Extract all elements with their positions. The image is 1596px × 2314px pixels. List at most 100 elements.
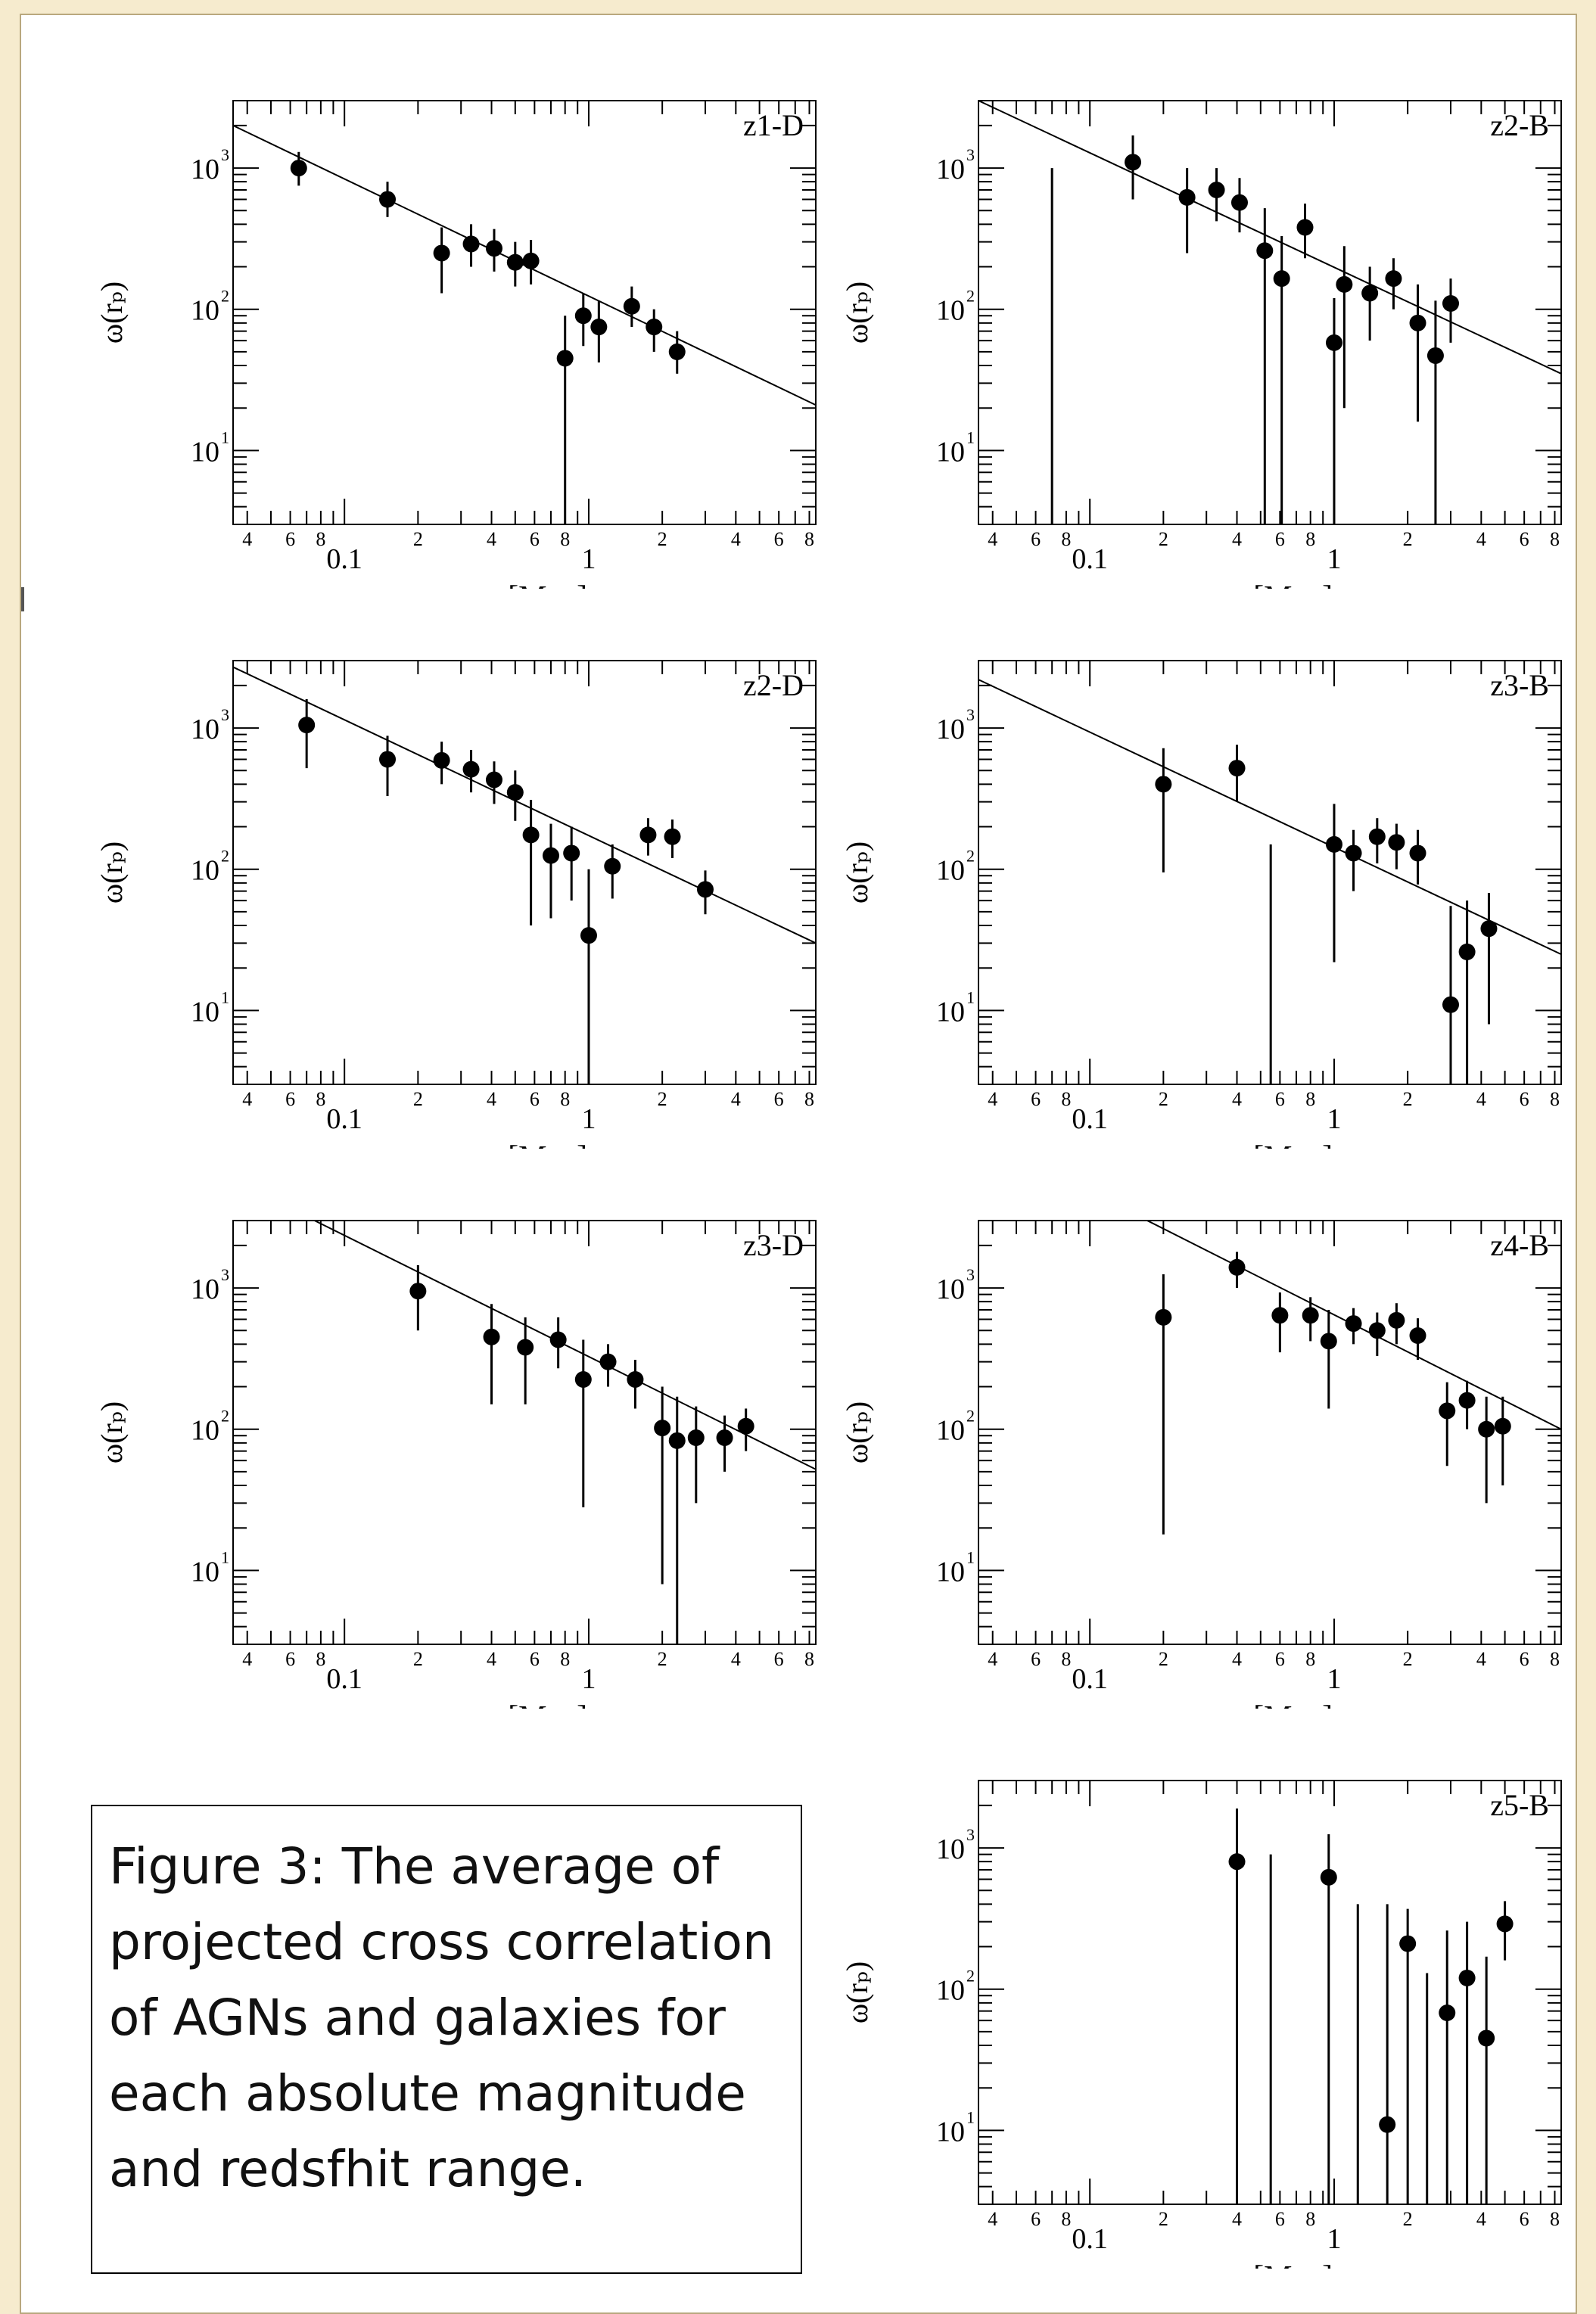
data-point	[623, 297, 640, 315]
y-tick-exponent: 3	[966, 1825, 975, 1844]
x-axis-label: rₚ [Mpc]	[1222, 1700, 1333, 1709]
x-major-tick-label: 1	[581, 543, 596, 575]
x-minor-tick-label: 2	[1159, 528, 1168, 550]
y-tick-label: 10	[191, 436, 219, 468]
data-point	[556, 350, 574, 367]
x-minor-tick-label: 8	[1550, 528, 1560, 550]
data-point	[522, 252, 540, 269]
x-minor-tick-label: 8	[1550, 2208, 1560, 2230]
data-point	[1409, 844, 1426, 862]
x-minor-tick-label: 2	[658, 528, 667, 550]
data-point	[1230, 194, 1248, 211]
data-point	[687, 1429, 705, 1447]
plot-frame	[232, 100, 817, 525]
x-minor-tick-label: 8	[1305, 1648, 1315, 1670]
data-point	[696, 881, 714, 898]
x-minor-tick-label: 4	[1232, 528, 1242, 550]
x-minor-tick-label: 4	[731, 528, 741, 550]
y-tick-label: 10	[191, 1415, 219, 1447]
fit-line	[314, 1220, 817, 1470]
data-point	[1480, 920, 1498, 938]
x-minor-tick-label: 2	[1403, 1648, 1413, 1670]
data-point	[1228, 1258, 1246, 1276]
x-major-tick-label: 1	[581, 1663, 596, 1695]
x-minor-tick-label: 6	[1275, 528, 1285, 550]
y-tick-exponent: 2	[966, 287, 975, 306]
data-point	[1336, 275, 1353, 293]
y-tick-label: 10	[936, 1274, 965, 1305]
data-point	[1296, 219, 1314, 236]
x-minor-tick-label: 2	[1159, 1648, 1168, 1670]
y-tick-label: 10	[936, 855, 965, 887]
x-minor-tick-label: 4	[242, 1648, 252, 1670]
data-point	[409, 1283, 427, 1300]
data-point	[485, 771, 502, 788]
x-major-tick-label: 1	[1327, 543, 1341, 575]
x-major-tick-label: 0.1	[326, 543, 362, 575]
data-point	[1208, 181, 1225, 198]
y-tick-exponent: 2	[221, 287, 229, 306]
figure-caption: Figure 3: The average of projected cross…	[109, 1837, 774, 2198]
x-minor-tick-label: 6	[1031, 1088, 1041, 1110]
data-point	[483, 1328, 500, 1345]
x-minor-tick-label: 8	[560, 1088, 570, 1110]
fit-line	[978, 100, 1562, 375]
x-minor-tick-label: 4	[487, 1088, 496, 1110]
data-point	[298, 717, 316, 734]
data-point	[1409, 1327, 1426, 1345]
x-major-tick-label: 0.1	[1072, 2223, 1108, 2255]
y-tick-exponent: 1	[966, 428, 975, 446]
data-point	[1155, 776, 1172, 793]
y-axis-label: ω(rₚ)	[95, 841, 129, 904]
y-tick-exponent: 3	[221, 145, 229, 164]
y-axis-label: ω(rₚ)	[840, 1961, 874, 2023]
x-minor-tick-label: 2	[658, 1088, 667, 1110]
data-point	[737, 1417, 754, 1435]
y-tick-exponent: 1	[966, 1547, 975, 1566]
x-minor-tick-label: 6	[530, 1648, 540, 1670]
panel-title: z5-B	[1490, 1788, 1549, 1822]
data-point	[1228, 760, 1246, 777]
x-minor-tick-label: 8	[1061, 1648, 1071, 1670]
y-tick-label: 10	[936, 436, 965, 468]
y-tick-label: 10	[936, 1556, 965, 1588]
x-minor-tick-label: 6	[774, 1088, 784, 1110]
x-minor-tick-label: 4	[242, 1088, 252, 1110]
data-point	[462, 235, 480, 253]
x-minor-tick-label: 6	[1520, 1088, 1529, 1110]
data-point	[1125, 154, 1142, 171]
x-axis-label: rₚ [Mpc]	[1222, 1140, 1333, 1149]
data-point	[506, 253, 524, 271]
x-minor-tick-label: 8	[804, 1648, 814, 1670]
data-point	[1458, 943, 1476, 960]
y-tick-label: 10	[936, 996, 965, 1028]
x-minor-tick-label: 8	[1305, 2208, 1315, 2230]
y-tick-exponent: 1	[966, 987, 975, 1006]
plot-frame	[978, 1220, 1562, 1645]
caption-box: Figure 3: The average of projected cross…	[91, 1805, 802, 2274]
y-tick-exponent: 3	[221, 705, 229, 724]
data-point	[1478, 2029, 1495, 2047]
panel-title: z3-D	[743, 1228, 804, 1262]
data-point	[485, 240, 502, 257]
x-minor-tick-label: 6	[1520, 528, 1529, 550]
data-point	[1442, 996, 1459, 1013]
data-point	[1409, 314, 1426, 331]
x-major-tick-label: 0.1	[326, 1103, 362, 1135]
panel-title: z2-D	[743, 668, 804, 702]
data-point	[1399, 1935, 1417, 1952]
data-point	[549, 1331, 567, 1348]
x-minor-tick-label: 4	[1232, 1648, 1242, 1670]
data-point	[517, 1339, 534, 1356]
